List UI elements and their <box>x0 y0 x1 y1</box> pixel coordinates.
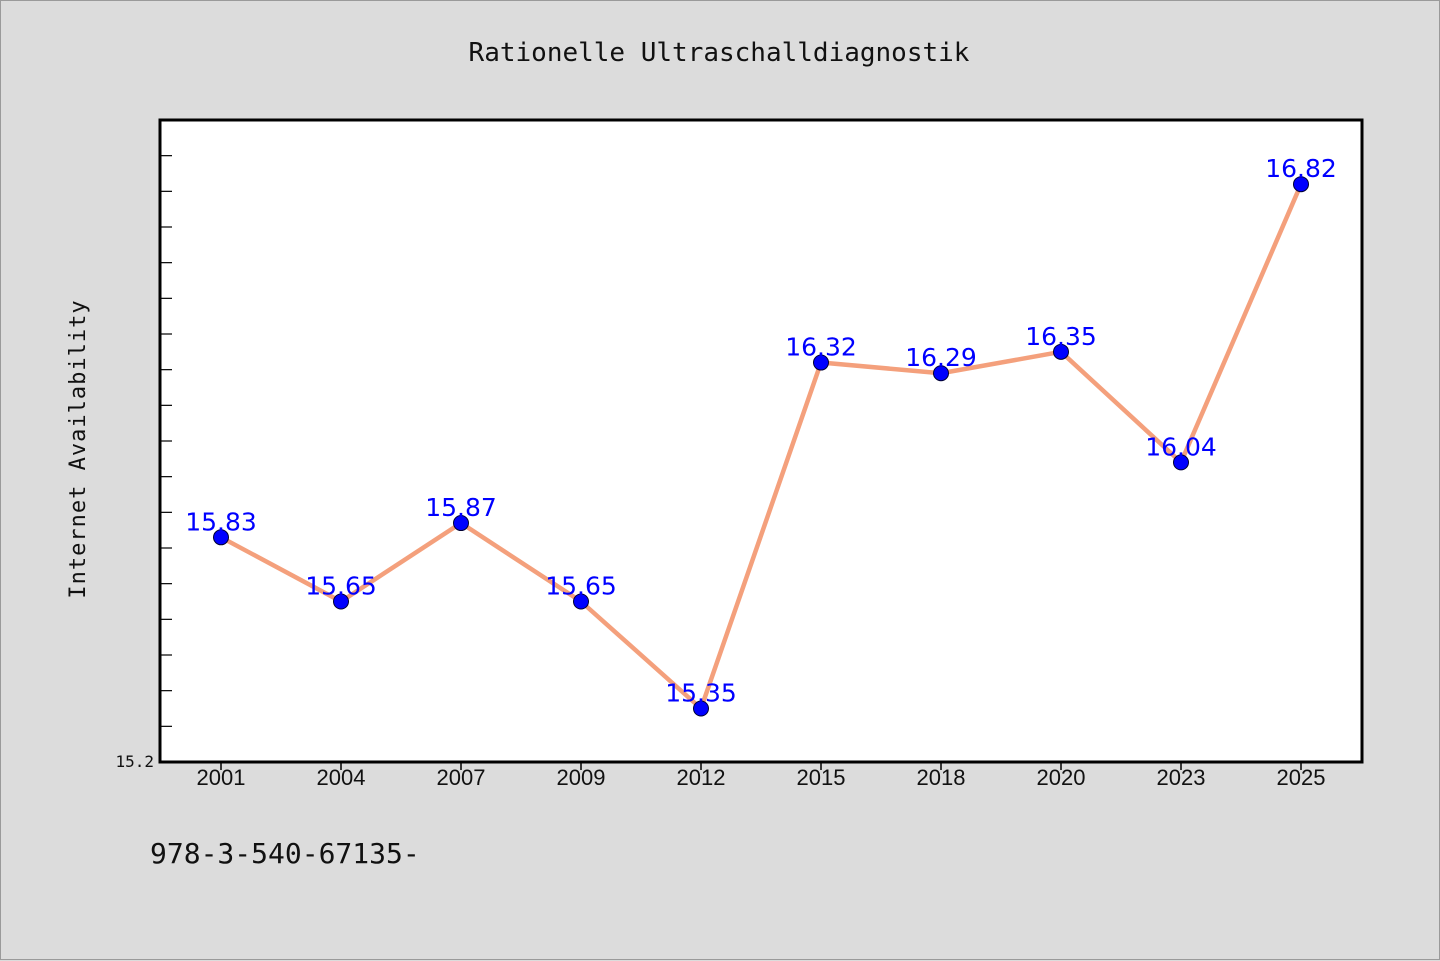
data-label: 16.35 <box>1025 322 1097 351</box>
data-label: 15.35 <box>665 679 737 708</box>
data-point <box>1053 343 1069 360</box>
data-point <box>333 593 349 610</box>
data-label: 15.87 <box>425 493 497 522</box>
data-label: 16.29 <box>905 343 977 372</box>
x-tick-label: 2009 <box>557 765 606 790</box>
data-label: 15.65 <box>305 572 377 601</box>
x-tick-label: 2007 <box>437 765 486 790</box>
x-tick-label: 2015 <box>797 765 846 790</box>
x-tick-label: 2001 <box>197 765 246 790</box>
data-points <box>213 176 1309 717</box>
plot-area <box>158 118 1364 764</box>
data-point <box>813 354 829 371</box>
data-labels: 15.83 15.65 15.87 15.65 15.35 16.32 16.29 16.35… <box>185 154 1337 707</box>
footer-text: 978-3-540-67135- <box>150 837 420 870</box>
y-axis-ticks <box>160 155 172 727</box>
x-tick-label: 2023 <box>1157 765 1206 790</box>
chart-title: Rationelle Ultraschalldiagnostik <box>469 38 970 68</box>
x-tick-label: 2018 <box>917 765 966 790</box>
x-tick-label: 2020 <box>1037 765 1086 790</box>
x-tick-label: 2025 <box>1277 765 1326 790</box>
data-point <box>213 529 229 546</box>
data-label: 15.65 <box>545 572 617 601</box>
x-tick-label: 2004 <box>317 765 366 790</box>
data-point <box>1293 176 1309 193</box>
data-label: 16.82 <box>1265 154 1337 183</box>
data-point <box>693 700 709 717</box>
data-label: 16.04 <box>1145 432 1217 461</box>
data-point <box>1173 454 1189 471</box>
data-point <box>453 515 469 532</box>
y-axis-min-label: 15.2 <box>115 752 154 771</box>
x-tick-label: 2012 <box>677 765 726 790</box>
y-axis-label: Internet Availability <box>66 299 91 598</box>
x-axis: 2001 2004 2007 2009 2012 2015 2018 2020 2023 2025 <box>197 762 1326 790</box>
data-label: 15.83 <box>185 507 257 536</box>
data-label: 16.32 <box>785 333 857 362</box>
series-line <box>219 183 1304 711</box>
data-point <box>573 593 589 610</box>
data-point <box>933 365 949 382</box>
